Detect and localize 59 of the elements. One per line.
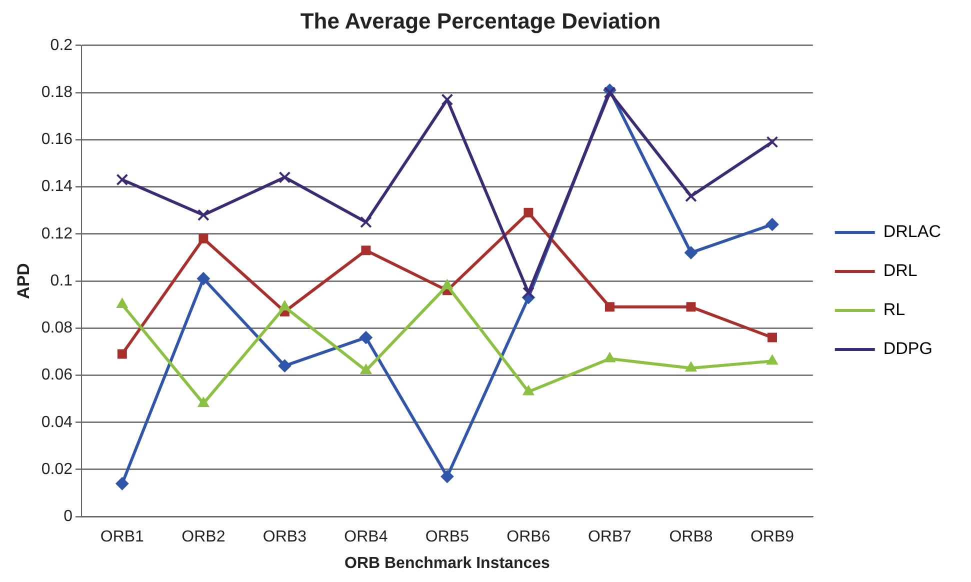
point bbox=[361, 246, 371, 256]
point bbox=[116, 477, 129, 490]
point bbox=[768, 332, 777, 342]
point bbox=[442, 279, 453, 290]
point bbox=[685, 190, 697, 202]
y-tick-label: 0.14 bbox=[41, 178, 73, 196]
y-tick-label: 0.2 bbox=[50, 36, 73, 54]
point bbox=[766, 218, 779, 231]
point bbox=[278, 171, 291, 184]
point bbox=[198, 397, 210, 408]
x-tick-label: ORB7 bbox=[588, 528, 632, 546]
point bbox=[278, 300, 290, 310]
legend-label: DDPG bbox=[883, 339, 932, 358]
point bbox=[440, 470, 454, 484]
y-tick-label: 0.18 bbox=[41, 84, 73, 101]
point bbox=[360, 216, 372, 228]
y-tick-label: 0.08 bbox=[41, 320, 73, 337]
y-tick-label: 0.02 bbox=[41, 460, 73, 478]
legend-label: DRLAC bbox=[883, 222, 941, 242]
point bbox=[522, 385, 534, 396]
y-tick-label: 0 bbox=[64, 508, 73, 526]
point bbox=[360, 364, 372, 374]
point bbox=[278, 359, 292, 372]
x-tick-label: ORB3 bbox=[262, 528, 307, 546]
point bbox=[197, 209, 210, 221]
x-tick-label: ORB5 bbox=[425, 528, 470, 546]
point bbox=[686, 302, 696, 312]
y-tick-label: 0.06 bbox=[41, 366, 73, 384]
point bbox=[116, 174, 128, 186]
x-tick-label: ORB6 bbox=[506, 528, 550, 546]
point bbox=[766, 136, 778, 148]
y-tick-label: 0.12 bbox=[41, 225, 73, 242]
point bbox=[117, 349, 127, 359]
y-tick-label: 0.04 bbox=[41, 414, 73, 431]
legend-label: DRL bbox=[883, 261, 918, 280]
point bbox=[685, 362, 697, 372]
x-tick-label: ORB9 bbox=[750, 528, 794, 546]
x-tick-label: ORB1 bbox=[100, 528, 144, 546]
point bbox=[604, 86, 616, 98]
x-tick-label: ORB2 bbox=[182, 528, 226, 546]
x-axis-title: ORB Benchmark Instances bbox=[344, 554, 550, 572]
y-tick-label: 0.16 bbox=[41, 131, 73, 148]
point bbox=[604, 302, 614, 312]
point bbox=[766, 354, 778, 365]
point bbox=[198, 234, 208, 244]
chart-title: The Average Percentage Deviation bbox=[300, 8, 661, 34]
legend-label: RL bbox=[883, 300, 906, 320]
y-tick-label: 0.1 bbox=[50, 272, 73, 290]
point bbox=[604, 352, 616, 362]
point bbox=[441, 94, 454, 106]
point bbox=[359, 331, 372, 344]
x-tick-label: ORB8 bbox=[669, 528, 713, 546]
point bbox=[524, 208, 534, 218]
point bbox=[522, 286, 534, 299]
point bbox=[684, 246, 698, 260]
point bbox=[196, 272, 210, 286]
x-tick-label: ORB4 bbox=[344, 528, 388, 546]
y-axis-title: APD bbox=[14, 263, 33, 299]
point bbox=[116, 298, 128, 308]
